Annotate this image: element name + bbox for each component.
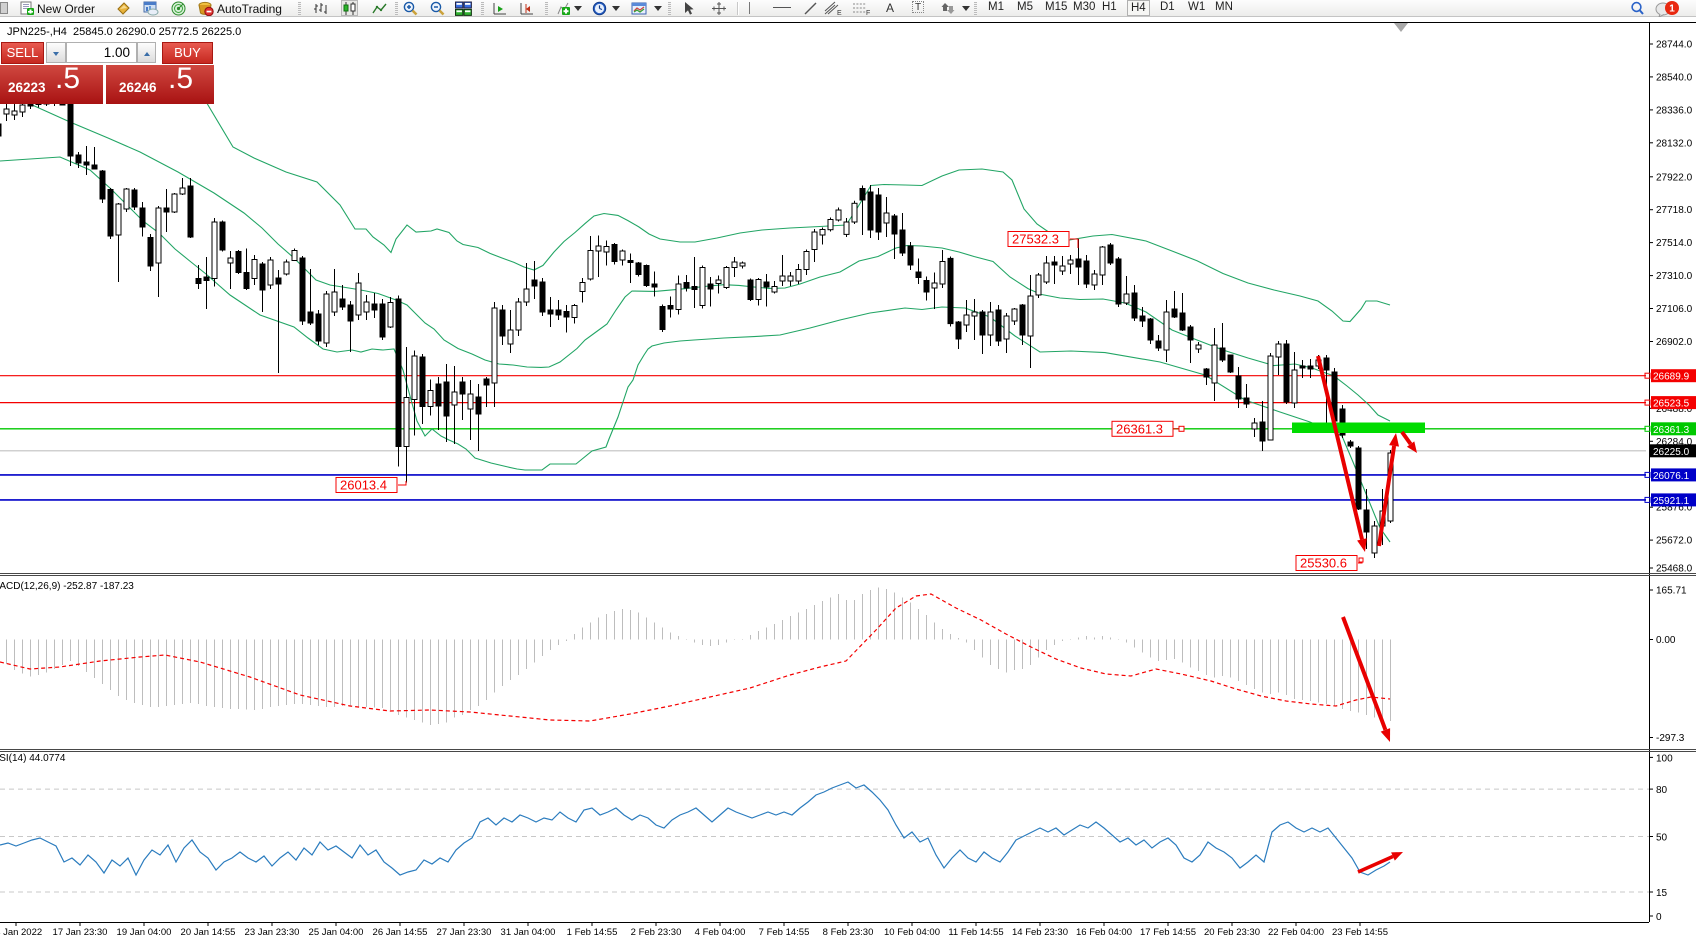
svg-text:25468.0: 25468.0 [1656, 564, 1693, 575]
svg-text:27922.0: 27922.0 [1656, 172, 1693, 183]
svg-text:1 Feb 14:55: 1 Feb 14:55 [567, 927, 618, 938]
svg-text:26902.0: 26902.0 [1656, 337, 1693, 348]
svg-text:RSI(14) 44.0774: RSI(14) 44.0774 [0, 753, 66, 764]
svg-text:25921.1: 25921.1 [1653, 496, 1690, 507]
svg-text:0.00: 0.00 [1656, 635, 1676, 646]
svg-text:15: 15 [1656, 888, 1668, 899]
svg-text:26523.5: 26523.5 [1653, 399, 1690, 410]
svg-text:10 Feb 04:00: 10 Feb 04:00 [884, 927, 940, 938]
svg-text:22 Feb 04:00: 22 Feb 04:00 [1268, 927, 1324, 938]
svg-text:26361.3: 26361.3 [1116, 421, 1163, 436]
svg-text:MACD(12,26,9) -252.87 -187.23: MACD(12,26,9) -252.87 -187.23 [0, 581, 134, 592]
svg-text:F: F [866, 10, 870, 16]
svg-text:2 Feb 23:30: 2 Feb 23:30 [631, 927, 682, 938]
svg-text:25876.0: 25876.0 [1656, 503, 1693, 514]
svg-text:26076.1: 26076.1 [1653, 471, 1690, 482]
svg-text:28540.0: 28540.0 [1656, 72, 1693, 83]
svg-text:16 Feb 04:00: 16 Feb 04:00 [1076, 927, 1132, 938]
svg-text:27 Jan 23:30: 27 Jan 23:30 [437, 927, 492, 938]
svg-text:7 Feb 14:55: 7 Feb 14:55 [759, 927, 810, 938]
svg-text:14 Feb 23:30: 14 Feb 23:30 [1012, 927, 1068, 938]
svg-text:E: E [837, 10, 842, 16]
svg-text:17 Feb 14:55: 17 Feb 14:55 [1140, 927, 1196, 938]
svg-text:28744.0: 28744.0 [1656, 40, 1693, 51]
svg-text:27532.3: 27532.3 [1012, 232, 1059, 247]
svg-text:JPN225-,H4 25845.0 26290.0 25: JPN225-,H4 25845.0 26290.0 25772.5 26225… [7, 26, 241, 38]
svg-text:26225.0: 26225.0 [1653, 447, 1690, 458]
svg-text:26488.0: 26488.0 [1656, 404, 1693, 415]
svg-text:11 Feb 14:55: 11 Feb 14:55 [948, 927, 1003, 938]
svg-text:26361.3: 26361.3 [1653, 425, 1690, 436]
svg-text:8 Feb 23:30: 8 Feb 23:30 [823, 927, 874, 938]
svg-text:25530.6: 25530.6 [1300, 556, 1347, 571]
svg-text:31 Jan 04:00: 31 Jan 04:00 [501, 927, 556, 938]
svg-text:25672.0: 25672.0 [1656, 536, 1693, 547]
svg-text:26689.9: 26689.9 [1653, 372, 1690, 383]
svg-text:19 Jan 04:00: 19 Jan 04:00 [117, 927, 172, 938]
svg-text:-297.3: -297.3 [1656, 733, 1685, 744]
svg-text:27106.0: 27106.0 [1656, 304, 1693, 315]
svg-text:20 Jan 14:55: 20 Jan 14:55 [181, 927, 236, 938]
svg-text:80: 80 [1656, 785, 1668, 796]
svg-text:27310.0: 27310.0 [1656, 271, 1693, 282]
svg-text:26 Jan 14:55: 26 Jan 14:55 [373, 927, 428, 938]
svg-text:25 Jan 04:00: 25 Jan 04:00 [309, 927, 364, 938]
svg-text:50: 50 [1656, 833, 1668, 844]
svg-text:27718.0: 27718.0 [1656, 205, 1693, 216]
svg-text:100: 100 [1656, 753, 1673, 764]
svg-text:26013.4: 26013.4 [340, 478, 387, 493]
svg-text:1: 1 [1669, 4, 1675, 15]
svg-text:26284.0: 26284.0 [1656, 437, 1693, 448]
svg-text:28336.0: 28336.0 [1656, 105, 1693, 116]
svg-text:17 Jan 23:30: 17 Jan 23:30 [53, 927, 108, 938]
svg-text:14 Jan 2022: 14 Jan 2022 [0, 927, 42, 938]
svg-text:20 Feb 23:30: 20 Feb 23:30 [1204, 927, 1260, 938]
svg-text:165.71: 165.71 [1656, 586, 1687, 597]
svg-text:4 Feb 04:00: 4 Feb 04:00 [695, 927, 746, 938]
svg-text:28132.0: 28132.0 [1656, 138, 1693, 149]
svg-text:23 Feb 14:55: 23 Feb 14:55 [1332, 927, 1388, 938]
svg-text:0: 0 [1656, 912, 1662, 923]
svg-text:27514.0: 27514.0 [1656, 238, 1693, 249]
svg-text:23 Jan 23:30: 23 Jan 23:30 [245, 927, 300, 938]
